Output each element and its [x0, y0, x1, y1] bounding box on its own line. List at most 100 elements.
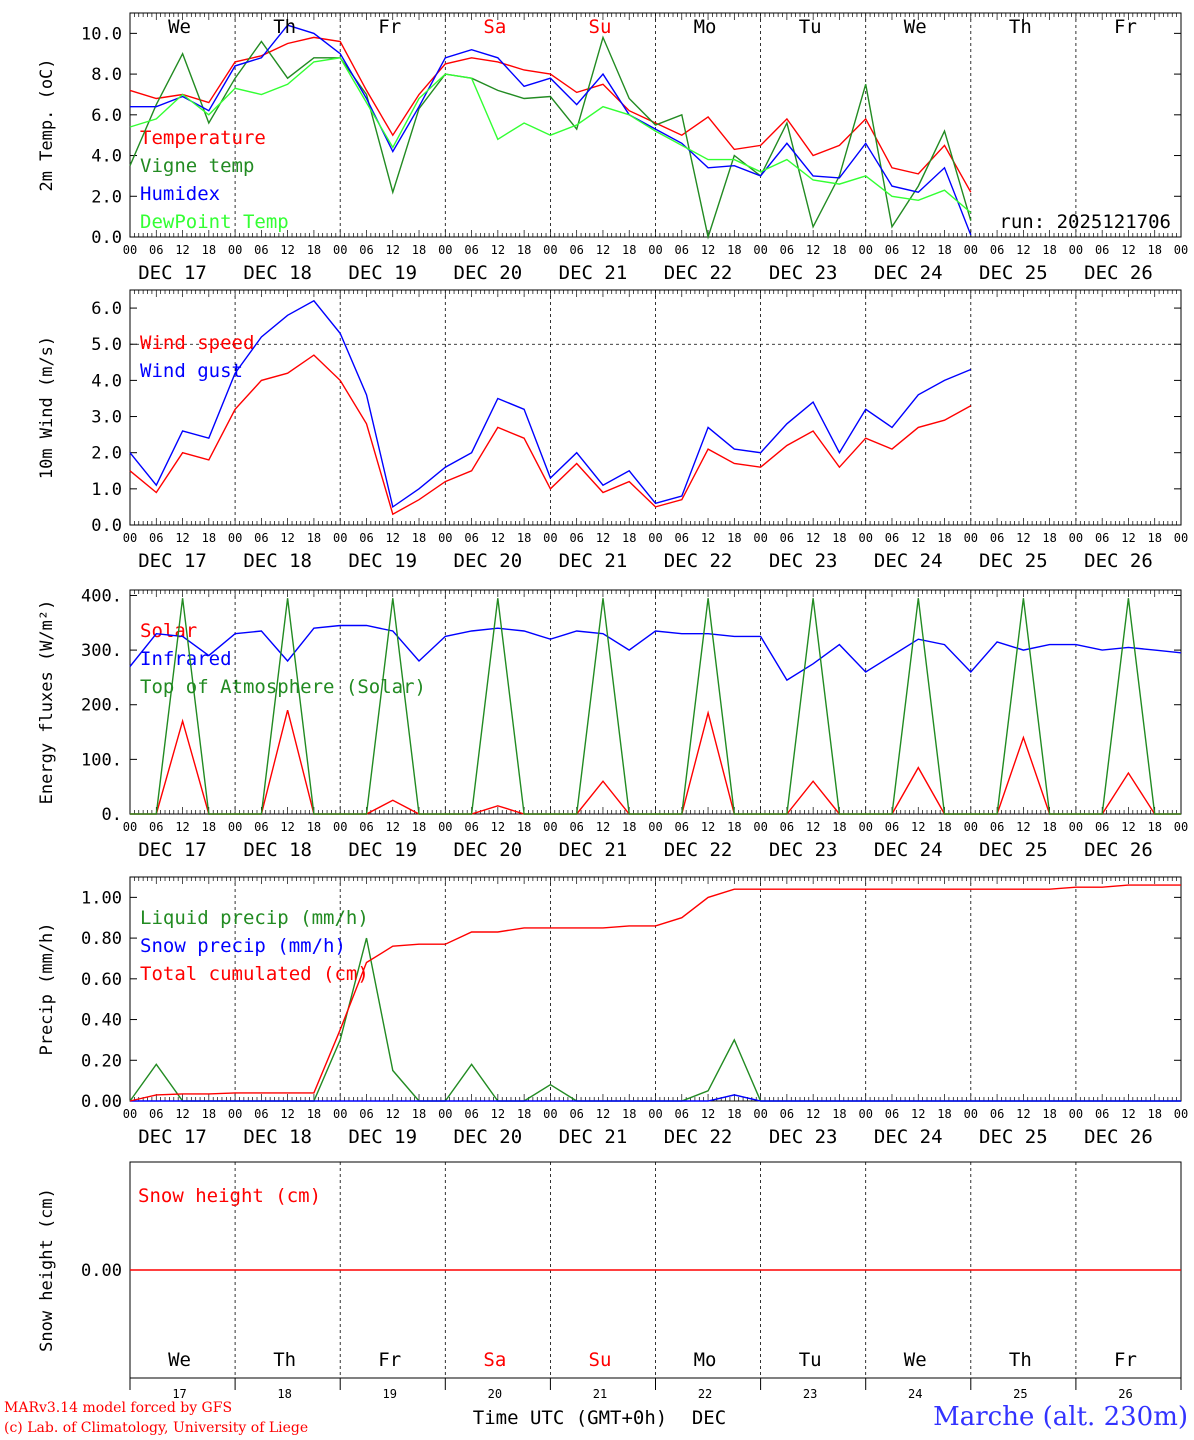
hour-label: 12 [806, 243, 820, 257]
hour-label: 00 [648, 820, 662, 834]
day-label: DEC 22 [664, 262, 733, 284]
hour-label: 00 [1069, 531, 1083, 545]
hour-label: 06 [149, 1107, 163, 1121]
day-label: DEC 21 [559, 1126, 628, 1148]
series-line [130, 24, 972, 236]
day-label: DEC 20 [454, 550, 523, 572]
hour-label: 12 [386, 820, 400, 834]
day-label: DEC 20 [454, 262, 523, 284]
hour-label: 12 [911, 243, 925, 257]
weekday-label: Fr [378, 16, 401, 38]
y-tick-label: 0.60 [81, 970, 122, 990]
hour-label: 12 [280, 531, 294, 545]
hour-label: 00 [648, 1107, 662, 1121]
hour-label: 06 [569, 531, 583, 545]
hour-label: 00 [543, 820, 557, 834]
y-tick-label: 0.0 [91, 516, 122, 536]
footer-lab-credit: (c) Lab. of Climatology, University of L… [4, 1420, 309, 1436]
hour-label: 12 [1016, 531, 1030, 545]
hour-label: 18 [622, 531, 636, 545]
legend-entry: Total cumulated (cm) [140, 963, 369, 985]
hour-label: 18 [727, 820, 741, 834]
series-line [129, 35, 972, 240]
weekday-label: Fr [378, 1349, 401, 1371]
day-label: DEC 18 [243, 1126, 312, 1148]
y-tick-label: 0.00 [81, 1261, 122, 1281]
hour-label: 18 [937, 1107, 951, 1121]
bottom-day-number: 22 [698, 1387, 712, 1401]
hour-label: 00 [858, 820, 872, 834]
hour-label: 06 [990, 1107, 1004, 1121]
hour-label: 12 [175, 243, 189, 257]
hour-label: 00 [228, 1107, 242, 1121]
hour-label: 06 [990, 820, 1004, 834]
hour-label: 00 [753, 820, 767, 834]
day-label: DEC 19 [348, 1126, 417, 1148]
day-label: DEC 17 [138, 262, 207, 284]
series-line [130, 598, 1181, 815]
hour-label: 00 [964, 820, 978, 834]
hour-label: 12 [911, 531, 925, 545]
hour-label: 18 [1147, 1107, 1161, 1121]
hour-label: 18 [412, 531, 426, 545]
hour-label: 12 [280, 1107, 294, 1121]
hour-label: 06 [254, 1107, 268, 1121]
hour-label: 06 [569, 820, 583, 834]
hour-label: 06 [569, 243, 583, 257]
y-tick-label: 0. [102, 805, 122, 825]
weekday-label: We [904, 1349, 927, 1371]
y-tick-label: 6.0 [91, 299, 122, 319]
hour-label: 12 [1016, 1107, 1030, 1121]
hour-label: 12 [806, 1107, 820, 1121]
hour-label: 06 [254, 531, 268, 545]
hour-label: 06 [885, 531, 899, 545]
y-tick-label: 0.00 [81, 1092, 122, 1112]
legend-entry: Snow precip (mm/h) [140, 935, 346, 957]
hour-label: 12 [596, 243, 610, 257]
hour-label: 18 [1147, 820, 1161, 834]
hour-label: 12 [911, 820, 925, 834]
hour-label: 18 [937, 820, 951, 834]
panel-frame [129, 589, 1182, 815]
y-tick-label: 1.00 [81, 888, 122, 908]
weekday-label: Sa [483, 16, 506, 38]
hour-label: 12 [280, 243, 294, 257]
hour-label: 06 [1095, 243, 1109, 257]
weekday-label: Mo [694, 16, 717, 38]
hour-label: 18 [1147, 531, 1161, 545]
day-label: DEC 24 [874, 839, 943, 861]
weekday-label: Tu [799, 16, 822, 38]
hour-label: 06 [780, 1107, 794, 1121]
hour-label: 18 [307, 531, 321, 545]
hour-label: 18 [1042, 1107, 1056, 1121]
y-tick-label: 5.0 [91, 335, 122, 355]
hour-label: 06 [780, 531, 794, 545]
weekday-label: Su [589, 16, 612, 38]
y-tick-label: 400. [81, 586, 122, 606]
hour-label: 06 [359, 531, 373, 545]
hour-label: 06 [675, 820, 689, 834]
hour-label: 18 [832, 531, 846, 545]
y-tick-label: 3.0 [91, 408, 122, 428]
day-label: DEC 24 [874, 1126, 943, 1148]
x-axis-month: DEC [692, 1407, 726, 1429]
legend-entry: Liquid precip (mm/h) [140, 907, 369, 929]
hour-label: 12 [491, 243, 505, 257]
hour-label: 18 [307, 243, 321, 257]
day-label: DEC 22 [664, 1126, 733, 1148]
weekday-label: Tu [799, 1349, 822, 1371]
series-line [129, 884, 1181, 1102]
hour-label: 00 [964, 531, 978, 545]
hour-label: 06 [885, 820, 899, 834]
panel-1: 0.0 2.0 4.0 6.0 8.0 10.0 2m Temp. (oC) Temperat… [37, 12, 1188, 284]
hour-label: 00 [228, 820, 242, 834]
hour-label: 00 [1174, 243, 1188, 257]
hour-label: 00 [438, 820, 452, 834]
hour-label: 12 [806, 531, 820, 545]
day-label: DEC 21 [559, 262, 628, 284]
y-tick-label: 0.40 [81, 1011, 122, 1031]
hour-label: 00 [438, 531, 452, 545]
hour-label: 12 [701, 243, 715, 257]
hour-label: 06 [990, 243, 1004, 257]
legend-entry: Wind speed [140, 332, 254, 354]
